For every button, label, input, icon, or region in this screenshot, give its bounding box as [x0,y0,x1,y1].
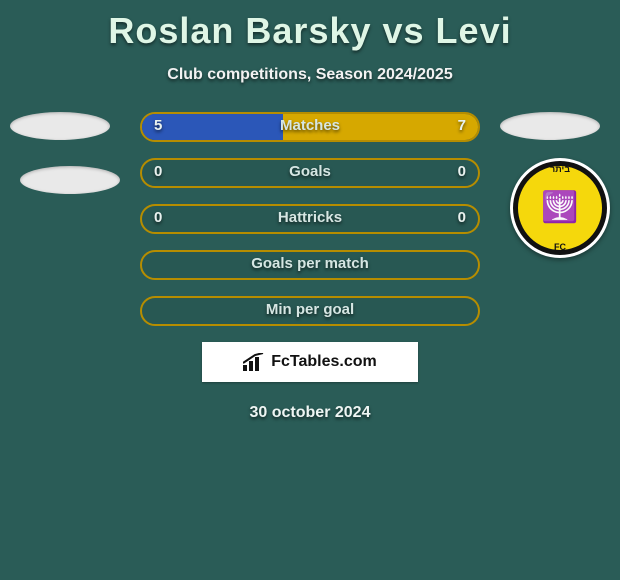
left-player-avatar-placeholder-1 [10,112,110,140]
menorah-icon: 🕎 [541,193,578,223]
right-player-avatar-placeholder [500,112,600,140]
club-logo-inner: ביתר 🕎 FC [513,161,607,255]
page-title: Roslan Barsky vs Levi [0,10,620,52]
stat-value-left: 0 [154,209,162,226]
stat-row: Goals0 0 [140,158,480,190]
left-player-avatar-placeholder-2 [20,166,120,194]
club-logo-text-top: ביתר [550,164,570,174]
stat-value-left: 0 [154,163,162,180]
stat-row: Matches5 7 [140,112,480,144]
right-player-club-logo: ביתר 🕎 FC [510,158,610,258]
stat-label: Hattricks [140,209,480,226]
date-line: 30 october 2024 [0,404,620,422]
brand-box: FcTables.com [202,342,418,382]
stat-label: Goals per match [140,255,480,272]
page-subtitle: Club competitions, Season 2024/2025 [0,66,620,84]
stat-row: Min per goal [140,296,480,328]
stat-value-left: 5 [154,117,162,134]
stat-label: Min per goal [140,301,480,318]
brand-text: FcTables.com [271,353,377,371]
stat-value-right: 0 [458,163,466,180]
chart-icon [243,353,265,371]
infographic-root: Roslan Barsky vs Levi Club competitions,… [0,10,620,580]
club-logo-text-bottom: FC [554,242,566,252]
stat-row: Goals per match [140,250,480,282]
stat-row: Hattricks0 0 [140,204,480,236]
stat-value-right: 7 [458,117,466,134]
stat-label: Goals [140,163,480,180]
stat-label: Matches [140,117,480,134]
stat-value-right: 0 [458,209,466,226]
stats-area: ביתר 🕎 FC Matches57Goals00Hattricks00Goa… [0,112,620,328]
